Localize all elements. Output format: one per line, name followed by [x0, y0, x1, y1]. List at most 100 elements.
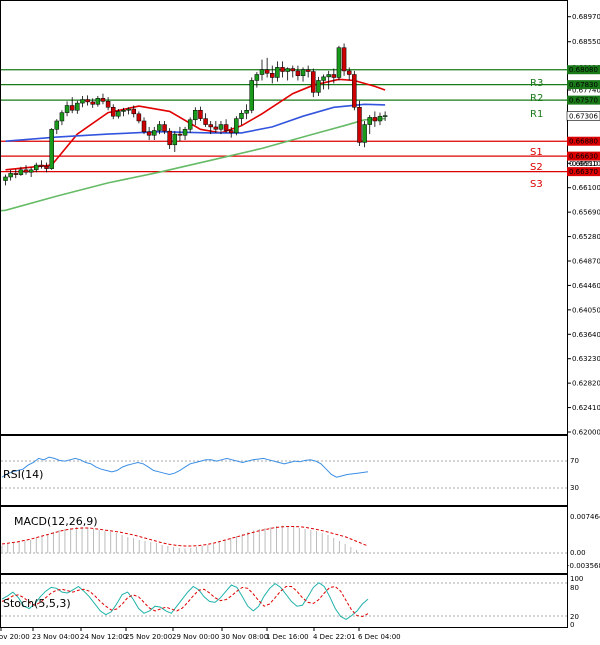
time-tick-label: 25 Nov 20:00 [125, 633, 172, 641]
candle-body [59, 112, 65, 122]
candle-body [234, 118, 239, 134]
candle-body [136, 113, 142, 122]
level-lines [1, 69, 567, 173]
level-label-r3: R3 [530, 78, 543, 89]
rsi-line [1, 456, 369, 478]
candle-body [264, 69, 270, 74]
price-tag-box [567, 65, 600, 75]
candle-body [326, 74, 331, 78]
price-tick-label: 0.64870 [572, 257, 600, 265]
level-label-r1: R1 [530, 109, 543, 120]
price-tick-label: 0.62820 [572, 380, 600, 388]
candle-body [239, 112, 244, 119]
candle-body [13, 173, 19, 175]
price-tick-label: 0.62000 [572, 429, 600, 437]
candle-body [357, 107, 362, 143]
moving-average-1 [5, 103, 386, 142]
stoch-label: Stoch(5,5,3) [3, 597, 71, 610]
price-tag-text: 0.66370 [569, 168, 598, 176]
candle-body [300, 69, 306, 76]
moving-average-2 [1, 117, 386, 212]
candle-body [244, 110, 249, 114]
candle-body [249, 80, 254, 111]
price-tags: 0.67830 0.67570 0.68080 0.66880 0.66630 0.663… [566, 65, 600, 177]
stoch-tick-20: 20 [570, 613, 579, 621]
candle-body [141, 120, 147, 132]
macd-signal-line [1, 526, 369, 547]
candle-body [218, 124, 224, 130]
candle-body [90, 101, 95, 105]
candle-body [321, 76, 326, 81]
candle-body [316, 80, 321, 93]
level-label-r2: R2 [530, 93, 543, 104]
candle-body [203, 118, 208, 125]
candle-body [146, 131, 152, 136]
candle-body [162, 124, 167, 132]
candle-body [295, 70, 301, 76]
stoch-content [1, 582, 369, 620]
stoch-tick-0: 0 [570, 621, 574, 629]
candle-body [280, 67, 285, 72]
macd-label: MACD(12,26,9) [14, 515, 98, 528]
main-panel [0, 0, 568, 435]
candle-body [228, 130, 234, 134]
candle-body [131, 108, 136, 115]
time-tick-label: 4 Dec 22:01 [313, 633, 356, 641]
time-tick-label: 23 Nov 04:00 [32, 633, 79, 641]
time-tick-label: 2 Nov 20:00 [0, 633, 30, 641]
price-tick-label: 0.63230 [572, 355, 600, 363]
candle-body [28, 169, 34, 173]
candle-body [8, 173, 13, 178]
candle-body [270, 73, 275, 78]
candle-body [167, 130, 172, 146]
rsi-label: RSI(14) [3, 468, 43, 481]
level-label-s1: S1 [530, 147, 543, 158]
price-tag-text: 0.66630 [569, 153, 598, 161]
candle-body [285, 68, 290, 72]
candle-body [372, 117, 378, 122]
price-tag-box [567, 151, 600, 161]
price-tick-label: 0.68550 [572, 38, 600, 46]
candle-body [44, 166, 49, 169]
stoch-tick-80: 80 [570, 584, 579, 592]
candle-body [152, 130, 157, 136]
level-label-s2: S2 [530, 162, 543, 173]
price-tag-text: 0.66880 [569, 138, 598, 146]
stoch-main-line [1, 582, 369, 620]
macd-tick-zero: 0.00 [570, 549, 586, 557]
level-label-s3: S3 [530, 179, 543, 190]
price-tag-text: 0.68080 [569, 66, 598, 74]
macd-content [1, 525, 369, 553]
candle-body [187, 119, 193, 130]
candle-body [49, 129, 54, 169]
candle-body [367, 117, 372, 125]
candle-body [69, 105, 75, 111]
candle-body [311, 71, 316, 93]
candle-body [172, 133, 178, 146]
price-tick-label: 0.67740 [572, 86, 600, 94]
stoch-signal-line [1, 585, 369, 618]
candle-body [95, 98, 101, 105]
price-tick-label: 0.64050 [572, 306, 600, 314]
candle-body [126, 108, 131, 111]
rsi-panel [0, 435, 568, 506]
price-axis: 0.689700.685500.681200.677400.673100.668… [567, 13, 600, 437]
time-tick-label: 30 Nov 08:00 [221, 633, 268, 641]
rsi-tick-30: 30 [570, 484, 579, 492]
candle-body [198, 110, 203, 119]
candle-body [116, 111, 121, 117]
rsi-series [1, 456, 369, 478]
price-tag-text: 0.67570 [569, 97, 598, 105]
candle-body [23, 169, 29, 173]
current-price-box [566, 111, 600, 121]
rsi-tick-70: 70 [570, 457, 579, 465]
price-tick-label: 0.64460 [572, 282, 600, 290]
stoch-panel [0, 574, 568, 628]
macd-panel [0, 506, 568, 574]
candle-body [290, 68, 296, 72]
time-tick-label: 29 Nov 00:00 [172, 633, 219, 641]
price-tag-text: 0.67830 [569, 81, 598, 89]
candle-body [382, 115, 388, 117]
